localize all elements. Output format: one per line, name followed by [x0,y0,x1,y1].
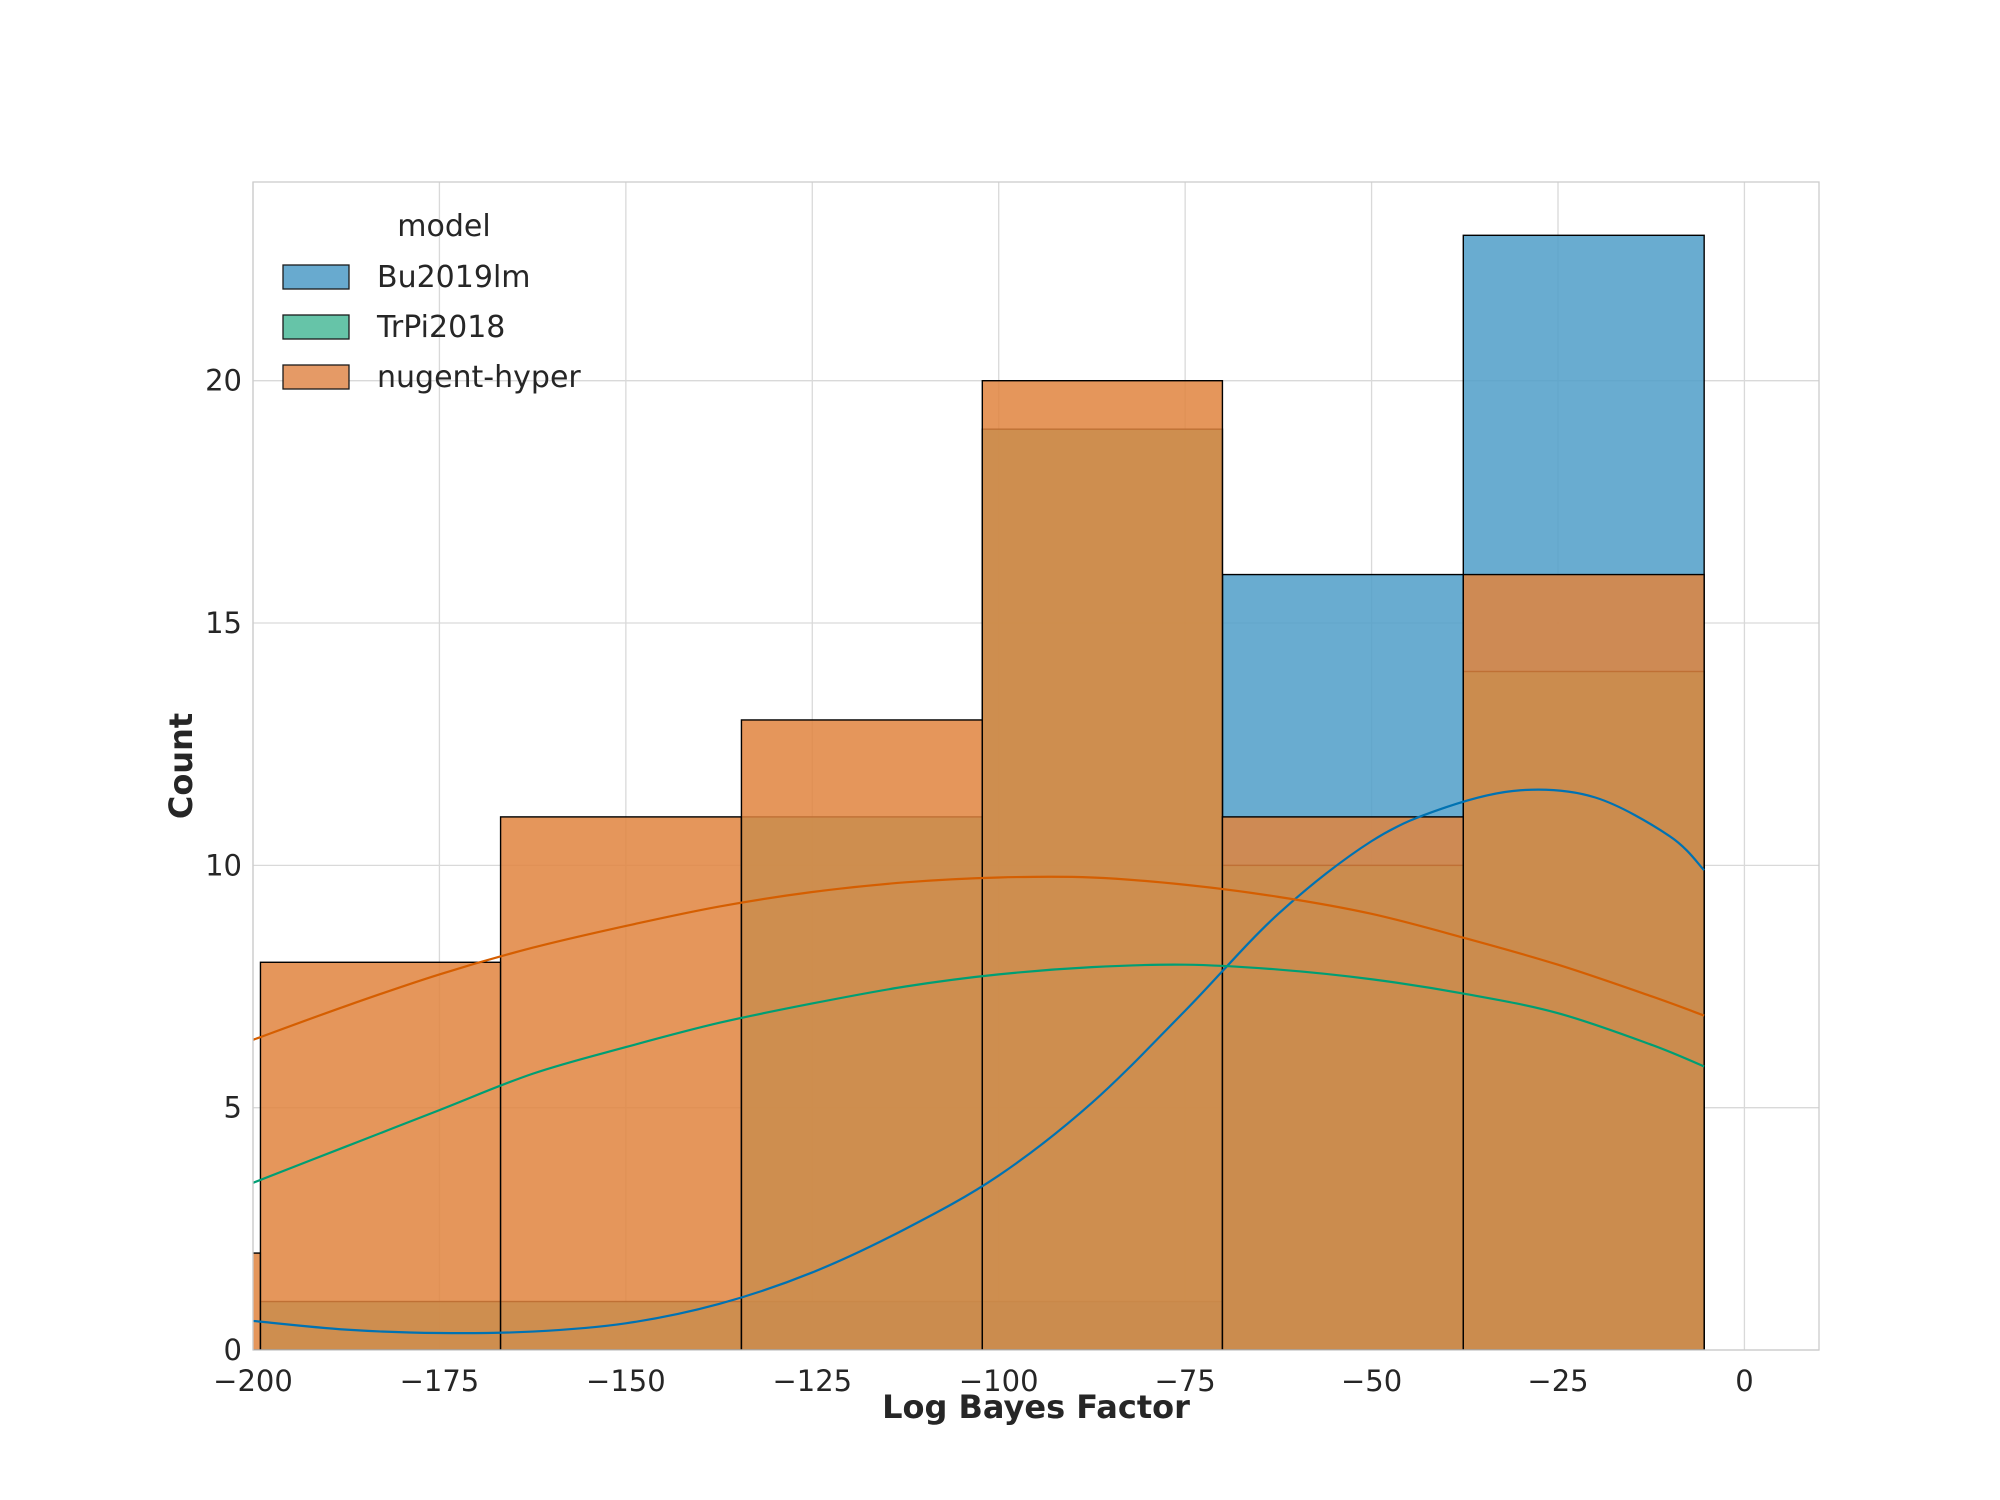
y-tick-label: 20 [205,364,242,398]
x-tick-label: −150 [586,1364,666,1398]
x-tick-label: −50 [1341,1364,1402,1398]
bar-nugent-hyper [1462,573,1705,1350]
histogram-bars [253,234,1705,1350]
y-axis-title: Count [162,713,200,819]
legend-item-nugent-hyper: nugent-hyper [282,360,581,395]
x-axis-title: Log Bayes Factor [882,1388,1190,1426]
kde-line-nugent-hyper [253,875,1705,1041]
legend-title: model [397,209,490,244]
kde-line-bu2019lm [253,788,1705,1335]
bar-nugent-hyper [981,380,1224,1350]
bar-nugent-hyper [499,816,743,1350]
legend-swatch-bu2019lm [282,264,350,290]
legend-label-nugent-hyper: nugent-hyper [377,360,581,395]
x-tick-label: 0 [1735,1364,1753,1398]
legend-label-trpi2018: TrPi2018 [376,310,505,345]
legend-item-bu2019lm: Bu2019lm [282,260,531,295]
legend-swatch-nugent-hyper [282,364,350,390]
bar-nugent-hyper [259,961,502,1350]
x-axis-ticks: −200 −175 −150 −125 −100 −75 −50 −25 0 [213,1364,1753,1398]
y-tick-label: 15 [205,606,242,640]
kde-curves [253,788,1705,1335]
x-tick-label: −125 [772,1364,852,1398]
x-tick-label: −25 [1527,1364,1588,1398]
legend-label-bu2019lm: Bu2019lm [377,260,531,295]
plot-frame [252,181,1820,1351]
bar-nugent-hyper [1221,816,1464,1350]
y-tick-label: 5 [224,1091,242,1125]
y-tick-label: 0 [224,1333,242,1367]
legend-swatch-trpi2018 [282,314,350,340]
legend-item-trpi2018: TrPi2018 [282,310,505,345]
kde-line-trpi2018 [253,963,1705,1184]
y-tick-label: 10 [205,848,242,882]
x-tick-label: −175 [400,1364,480,1398]
bar-nugent-hyper [740,719,984,1350]
x-tick-label: −100 [959,1364,1039,1398]
x-tick-label: −75 [1155,1364,1216,1398]
y-axis-ticks: 0 5 10 15 20 [205,364,242,1367]
x-tick-label: −200 [213,1364,293,1398]
legend: model Bu2019lm TrPi2018 nugent-hyper [282,209,581,395]
